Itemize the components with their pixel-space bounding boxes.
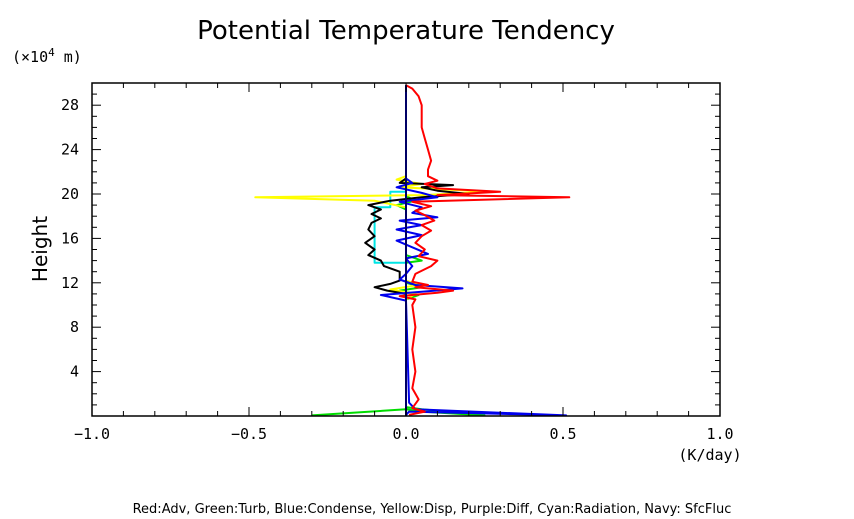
chart-title: Potential Temperature Tendency [197, 16, 615, 46]
series-line-red [398, 84, 571, 416]
y-tick-label: 28 [61, 96, 79, 114]
y-tick-label: 12 [61, 274, 79, 292]
y-tick-label: 4 [70, 363, 79, 381]
series-line-cyan [373, 85, 407, 415]
x-tick-label: 0.5 [549, 425, 576, 443]
tick-layer: −1.0 −0.5 0.0 0.5 1.0 4 8 12 16 20 24 28 [61, 83, 734, 443]
x-tick-label: 1.0 [706, 425, 733, 443]
series-legend-footer: Red:Adv, Green:Turb, Blue:Condense, Yell… [133, 502, 732, 517]
x-tick-label: −1.0 [74, 425, 110, 443]
x-tick-label: −0.5 [231, 425, 267, 443]
y-tick-label: 20 [61, 185, 79, 203]
y-tick-label: 8 [70, 318, 79, 336]
y-tick-label: 24 [61, 141, 79, 159]
series-line-blue [379, 85, 568, 417]
series-layer [254, 84, 571, 417]
y-tick-label: 16 [61, 229, 79, 247]
y-unit-label: (×104 m) [12, 46, 82, 66]
series-line-black [364, 85, 470, 415]
y-axis-label: Height [28, 216, 52, 282]
series-line-green [311, 85, 486, 417]
x-tick-label: 0.0 [392, 425, 419, 443]
x-axis-label: (K/day) [678, 446, 741, 464]
